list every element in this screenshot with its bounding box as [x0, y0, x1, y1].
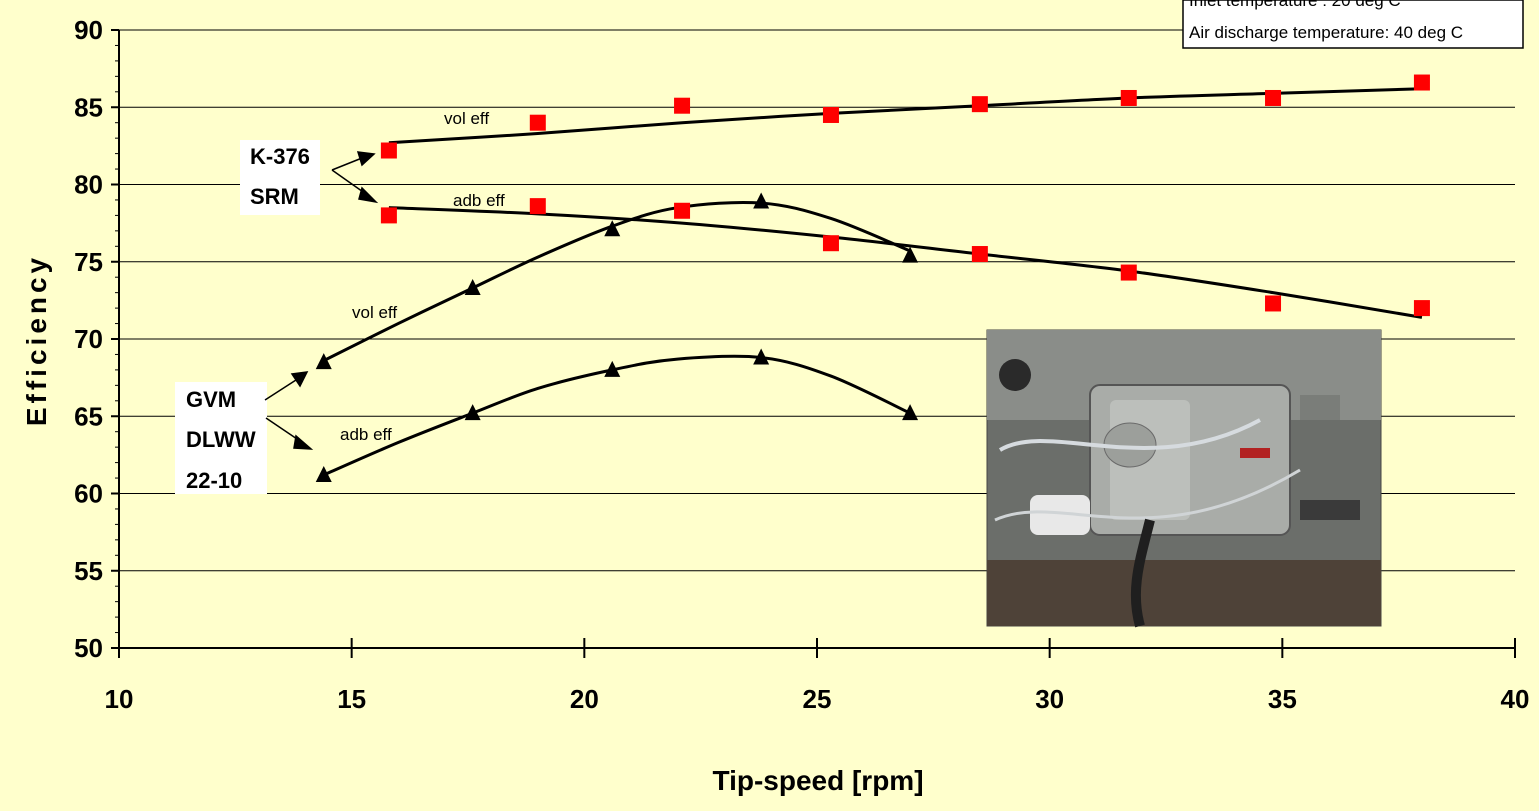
- marker-triangle-s3-3: [753, 348, 770, 365]
- marker-triangle-s2-3: [753, 192, 770, 209]
- x-tick-label-40: 40: [1501, 684, 1530, 714]
- callout-arrows: [264, 151, 379, 450]
- marker-square-s1-0: [380, 207, 397, 224]
- y-tick-label-65: 65: [74, 401, 103, 431]
- y-tick-label-70: 70: [74, 324, 103, 354]
- marker-square-s0-2: [674, 97, 691, 114]
- x-tick-label-35: 35: [1268, 684, 1297, 714]
- marker-square-s1-5: [1120, 264, 1137, 281]
- marker-square-s0-4: [971, 96, 988, 113]
- info-box: Inlet temperature : 20 deg C Air dischar…: [1182, 0, 1524, 49]
- x-axis-title: Tip-speed [rpm]: [712, 765, 923, 796]
- marker-square-s0-3: [822, 106, 839, 123]
- label-srm: SRM: [250, 184, 299, 209]
- marker-triangle-s2-1: [464, 279, 481, 296]
- axes: [111, 29, 1516, 658]
- label-vol-eff-upper: vol eff: [444, 109, 489, 128]
- marker-square-s1-2: [674, 202, 691, 219]
- trend-lines: [323, 87, 1423, 477]
- label-adb-eff-lower: adb eff: [340, 425, 392, 444]
- x-tick-label-10: 10: [105, 684, 134, 714]
- y-tick-label-55: 55: [74, 556, 103, 586]
- marker-square-s1-4: [971, 246, 988, 263]
- marker-triangle-s2-2: [604, 220, 621, 237]
- marker-triangle-s3-0: [315, 465, 332, 482]
- label-gvm: GVM: [186, 387, 236, 412]
- x-tick-label-25: 25: [803, 684, 832, 714]
- trendline-series-0: [388, 87, 1422, 145]
- marker-square-s1-7: [1413, 300, 1430, 317]
- label-model: 22-10: [186, 468, 242, 493]
- marker-triangle-s2-0: [315, 353, 332, 370]
- x-tick-label-30: 30: [1035, 684, 1064, 714]
- marker-triangle-s3-2: [604, 360, 621, 377]
- trendline-series-1: [388, 206, 1423, 319]
- y-axis-title: Efficiency: [21, 254, 52, 426]
- label-k376: K-376: [250, 144, 310, 169]
- marker-square-s0-1: [529, 114, 546, 131]
- marker-square-s1-6: [1265, 295, 1282, 312]
- label-adb-eff-upper: adb eff: [453, 191, 505, 210]
- label-vol-eff-lower: vol eff: [352, 303, 397, 322]
- info-line-discharge: Air discharge temperature: 40 deg C: [1189, 23, 1463, 42]
- marker-square-s0-0: [380, 142, 397, 159]
- compressor-photo: [986, 329, 1382, 628]
- data-markers: [315, 74, 1430, 482]
- x-tick-label-20: 20: [570, 684, 599, 714]
- y-tick-label-60: 60: [74, 479, 103, 509]
- label-dlww: DLWW: [186, 427, 256, 452]
- marker-square-s0-5: [1120, 89, 1137, 106]
- y-tick-label-80: 80: [74, 170, 103, 200]
- marker-square-s0-7: [1413, 74, 1430, 91]
- y-tick-label-75: 75: [74, 247, 103, 277]
- y-tick-label-90: 90: [74, 15, 103, 45]
- trendline-series-2: [323, 200, 911, 362]
- marker-triangle-s2-4: [902, 246, 919, 263]
- tick-labels: 50 55 60 65 70 75 80 85 90 10 15 20 25 30 35 40: [74, 15, 1529, 714]
- marker-square-s1-1: [529, 198, 546, 215]
- label-gvm-dlww: GVM DLWW 22-10: [175, 382, 267, 494]
- x-tick-label-15: 15: [337, 684, 366, 714]
- marker-square-s1-3: [822, 235, 839, 252]
- marker-triangle-s3-1: [464, 404, 481, 421]
- marker-square-s0-6: [1265, 89, 1282, 106]
- y-tick-label-50: 50: [74, 633, 103, 663]
- label-k376-srm: K-376 SRM: [240, 140, 320, 215]
- y-tick-label-85: 85: [74, 92, 103, 122]
- marker-triangle-s3-4: [902, 404, 919, 421]
- info-line-inlet: Inlet temperature : 20 deg C: [1189, 0, 1401, 10]
